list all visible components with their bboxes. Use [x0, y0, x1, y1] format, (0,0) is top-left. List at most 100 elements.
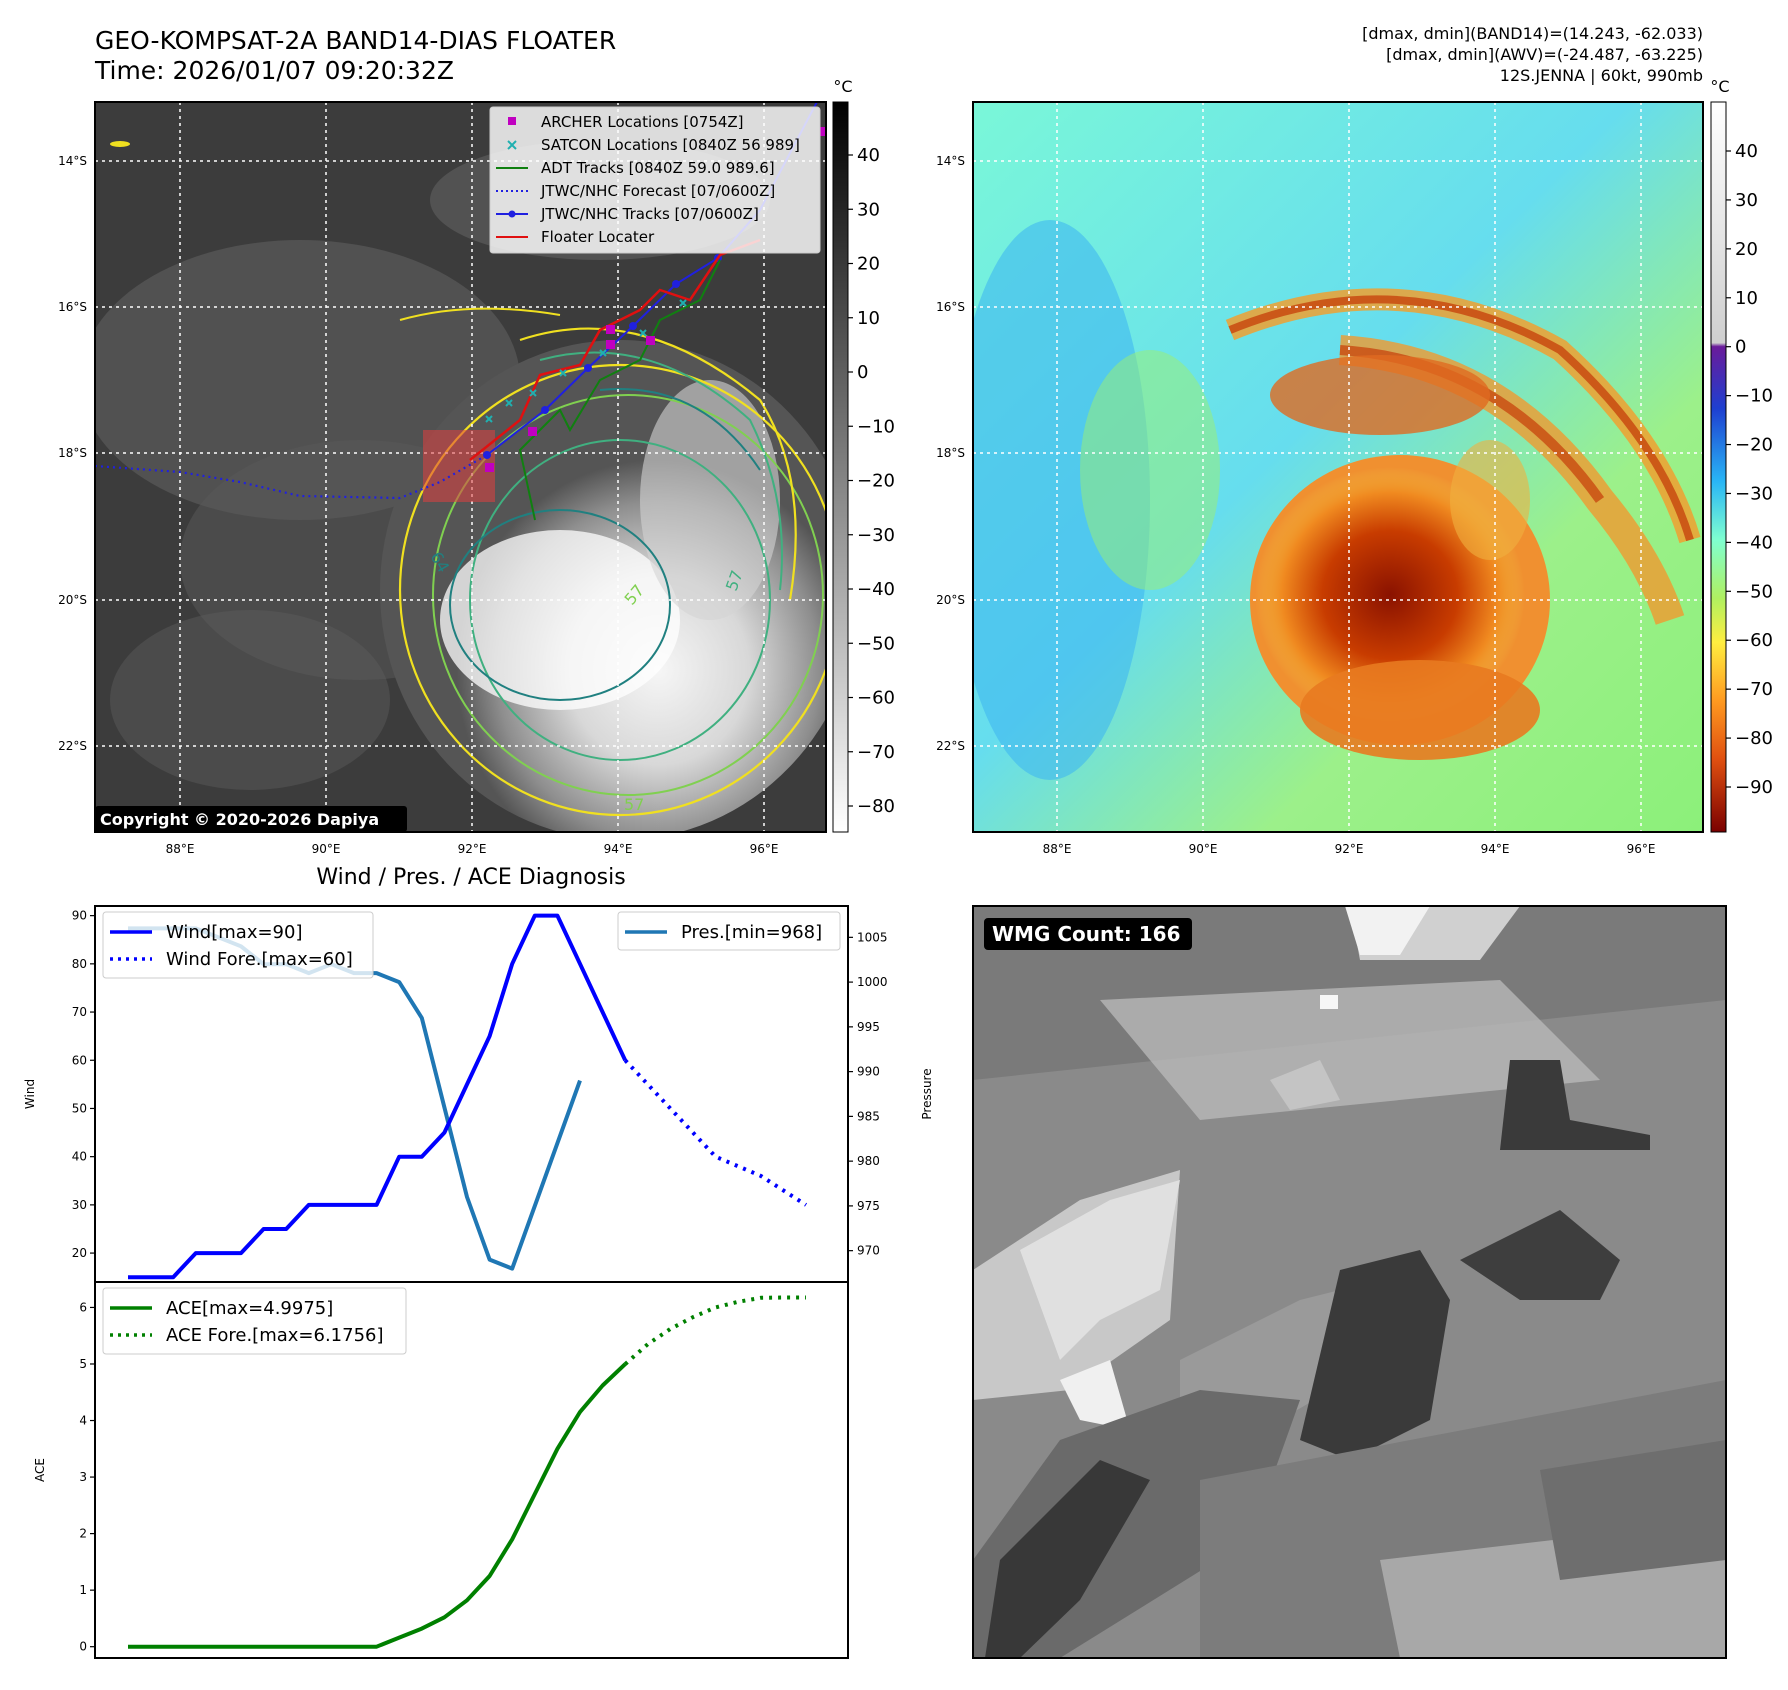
wind-forecast-series [623, 1058, 808, 1207]
lat-label: 22°S [936, 739, 965, 753]
legend-label-wind: Wind[max=90] [166, 922, 303, 943]
lat-label: 20°S [58, 593, 87, 607]
copyright-text: Copyright © 2020-2026 Dapiya [100, 810, 379, 829]
y-tick-label: 5 [79, 1357, 87, 1371]
ir-axis-labels: 14°S 16°S 18°S 20°S 22°S 88°E 90°E 92°E … [58, 154, 778, 856]
y-tick-label: 985 [857, 1109, 880, 1123]
adt-track [518, 259, 721, 521]
legend-label-floater: Floater Locater [541, 228, 655, 246]
colorbar-tick-label: −30 [857, 525, 895, 546]
lon-label: 88°E [166, 842, 195, 856]
colorbar-tick-label: −80 [857, 796, 895, 817]
chart-title: Wind / Pres. / ACE Diagnosis [316, 865, 625, 890]
lon-label: 94°E [1481, 842, 1510, 856]
lon-label: 96°E [750, 842, 779, 856]
y-tick-label: 20 [72, 1246, 87, 1260]
legend-marker-satcon [507, 140, 517, 150]
y-tick-label: 995 [857, 1020, 880, 1034]
figure-title: GEO-KOMPSAT-2A BAND14-DIAS FLOATER [95, 26, 617, 55]
y-tick-label: 70 [72, 1005, 87, 1019]
legend-label-jtwc-track: JTWC/NHC Tracks [07/0600Z] [540, 205, 759, 223]
awv-axis-labels: 14°S 16°S 18°S 20°S 22°S 88°E 90°E 92°E … [936, 154, 1655, 856]
colorbar-unit: °C [1710, 77, 1729, 96]
wind-axis-label: Wind [23, 1079, 37, 1109]
colorbar-tick-label: 30 [1735, 190, 1758, 211]
jtwc-forecast-track [95, 454, 488, 500]
y-tick-label: 0 [79, 1640, 87, 1654]
lat-label: 18°S [936, 446, 965, 460]
lon-label: 88°E [1043, 842, 1072, 856]
ace-chart: 0 1 2 3 4 5 6 ACE ACE[max=4.9975] ACE Fore.[ma… [33, 1281, 849, 1659]
y-tick-label: 90 [72, 909, 87, 923]
lat-label: 22°S [58, 739, 87, 753]
gray-colorbar: °C 40 30 20 10 0 −10 −20 −30 −40 −50 −60 −70 −80 [832, 77, 895, 833]
lat-label: 16°S [936, 300, 965, 314]
colorbar-tick-label: −40 [1735, 532, 1773, 553]
floater-locater-box [423, 430, 495, 502]
y-tick-label: 1000 [857, 975, 888, 989]
y-tick-label: 40 [72, 1150, 87, 1164]
colorbar-tick-label: −20 [1735, 435, 1773, 456]
copyright-badge [95, 806, 407, 832]
colorbar-tick-label: 10 [1735, 288, 1758, 309]
colorbar-tick-label: 0 [1735, 337, 1746, 358]
ace-axis-label: ACE [33, 1458, 47, 1482]
colorbar-tick-label: 30 [857, 199, 880, 220]
y-tick-label: 980 [857, 1154, 880, 1168]
legend-label-ace: ACE[max=4.9975] [166, 1298, 333, 1319]
colorbar-tick-label: 40 [1735, 141, 1758, 162]
y-tick-label: 80 [72, 957, 87, 971]
y-tick-label: 1005 [857, 930, 888, 944]
colorbar-tick-label: −50 [857, 633, 895, 654]
ir-map-panel: 64 57 57 57 [95, 102, 826, 832]
y-tick-label: 30 [72, 1198, 87, 1212]
lon-label: 94°E [604, 842, 633, 856]
lat-label: 20°S [936, 593, 965, 607]
colorbar-tick-label: 40 [857, 145, 880, 166]
colorbar-tick-label: −10 [857, 416, 895, 437]
colorbar-tick-label: 20 [1735, 239, 1758, 260]
lon-label: 90°E [312, 842, 341, 856]
y-tick-label: 6 [79, 1300, 87, 1314]
y-tick-label: 3 [79, 1470, 87, 1484]
legend-label-ace-forecast: ACE Fore.[max=6.1756] [166, 1325, 384, 1346]
stat-awv: [dmax, dmin](AWV)=(-24.487, -63.225) [1386, 45, 1703, 64]
legend-label-jtwc-forecast: JTWC/NHC Forecast [07/0600Z] [540, 182, 775, 200]
colorbar-tick-label: −70 [1735, 679, 1773, 700]
legend-label-satcon: SATCON Locations [0840Z 56 989] [541, 136, 800, 154]
y-tick-label: 975 [857, 1199, 880, 1213]
colorbar-tick-label: 0 [857, 362, 868, 383]
pressure-axis-label: Pressure [920, 1068, 934, 1119]
lat-label: 14°S [58, 154, 87, 168]
colorbar-tick-label: 20 [857, 254, 880, 275]
y-tick-label: 1 [79, 1583, 87, 1597]
colorbar-tick-label: 10 [857, 308, 880, 329]
wind-pres-chart: 20 30 40 50 60 70 80 90 970 975 980 985 990 995 1000 1… [23, 905, 934, 1283]
colorbar-tick-label: −60 [857, 688, 895, 709]
legend-label-archer: ARCHER Locations [0754Z] [541, 113, 744, 131]
y-tick-label: 970 [857, 1244, 880, 1258]
lat-label: 16°S [58, 300, 87, 314]
map-legend: ARCHER Locations [0754Z] SATCON Location… [489, 106, 821, 254]
lon-label: 90°E [1189, 842, 1218, 856]
color-colorbar: °C 40 30 20 10 0 −10 −20 −30 −40 −50 −60 −70 −80 −90 [1710, 77, 1773, 833]
wmg-count-badge [984, 918, 1192, 950]
y-tick-label: 50 [72, 1101, 87, 1115]
y-tick-label: 4 [79, 1414, 87, 1428]
colorbar-tick-label: −50 [1735, 581, 1773, 602]
lon-label: 92°E [458, 842, 487, 856]
y-tick-label: 60 [72, 1053, 87, 1067]
legend-marker-archer [508, 117, 516, 125]
y-tick-label: 990 [857, 1065, 880, 1079]
colorbar-tick-label: −70 [857, 742, 895, 763]
colorbar-unit: °C [833, 77, 852, 96]
y-tick-label: 2 [79, 1527, 87, 1541]
lat-label: 14°S [936, 154, 965, 168]
colorbar-tick-label: −30 [1735, 483, 1773, 504]
colorbar-tick-label: −10 [1735, 386, 1773, 407]
legend-label-wind-forecast: Wind Fore.[max=60] [166, 949, 353, 970]
awv-map-panel [973, 102, 1703, 832]
storm-info: 12S.JENNA | 60kt, 990mb [1499, 66, 1703, 85]
colorbar-tick-label: −60 [1735, 630, 1773, 651]
